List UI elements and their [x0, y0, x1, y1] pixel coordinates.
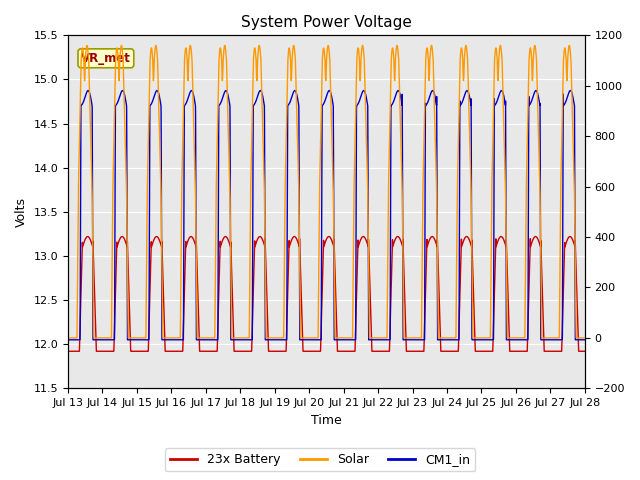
Text: VR_met: VR_met [81, 52, 131, 65]
Y-axis label: Volts: Volts [15, 197, 28, 227]
X-axis label: Time: Time [311, 414, 342, 427]
Title: System Power Voltage: System Power Voltage [241, 15, 412, 30]
Legend: 23x Battery, Solar, CM1_in: 23x Battery, Solar, CM1_in [164, 448, 476, 471]
